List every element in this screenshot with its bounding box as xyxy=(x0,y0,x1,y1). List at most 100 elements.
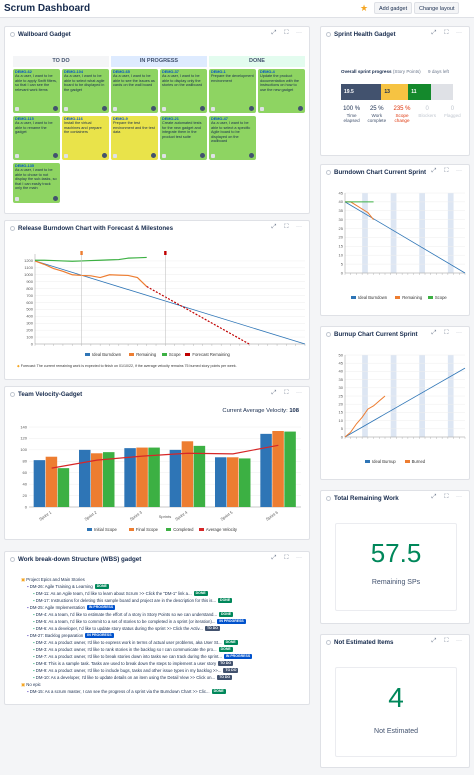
y-tick-label: 15 xyxy=(339,244,344,249)
gadget-color-dot[interactable] xyxy=(10,392,15,397)
legend-swatch xyxy=(351,296,356,300)
metric-label: Time elapsed xyxy=(343,112,360,124)
wallboard-card[interactable]: DEMO-9 Prepare the test environment and t… xyxy=(111,116,158,160)
avatar xyxy=(298,106,303,111)
gadget-controls[interactable]: ⤢ ⛶ ⋯ xyxy=(271,30,305,36)
wbs-row[interactable]: ▪ DM-4: As a team, I'd like to estimate … xyxy=(33,612,234,618)
gadget-color-dot[interactable] xyxy=(10,557,15,562)
wbs-row[interactable]: ▣ No epic xyxy=(21,682,41,688)
status-badge: TO DO xyxy=(223,668,239,674)
sprint-metric: 0 Blockers xyxy=(415,106,440,135)
gadget-header: Not Estimated Items ⤢ ⛶ ⋯ xyxy=(321,635,469,651)
y-tick-label: 30 xyxy=(339,217,344,222)
avatar xyxy=(151,106,156,111)
wallboard-card[interactable]: DEMO-37 As a user, I want to be able to d… xyxy=(160,69,207,113)
card-points xyxy=(113,107,117,111)
gadget-header: Sprint Health Gadget ⤢ ⛶ ⋯ xyxy=(321,27,469,43)
wallboard-card[interactable]: DEMO-104 As a user, I want to be able to … xyxy=(62,69,109,113)
progress-segment: 13 xyxy=(381,84,409,100)
legend-swatch xyxy=(395,296,401,300)
wbs-row[interactable]: ▪ DM-3: As a product owner, I'd like to … xyxy=(33,647,233,653)
bar-final-scope xyxy=(272,431,284,507)
gadget-color-dot[interactable] xyxy=(10,32,15,37)
wbs-row[interactable]: ▪ DM-7: As a product owner, I'd like to … xyxy=(33,654,253,660)
wbs-row[interactable]: ▪ DM-27: Backlog preparation IN PROGRESS xyxy=(27,633,114,639)
y-tick-label: 5 xyxy=(341,261,344,266)
gadget-title: Burndown Chart Current Sprint xyxy=(334,169,427,176)
card-key: DEMO-62 xyxy=(15,70,32,74)
wallboard-card[interactable]: DEMO-4 Update the product documentation w… xyxy=(258,69,305,113)
card-points xyxy=(113,154,117,158)
x-tick-label: Sprint 6 xyxy=(265,509,280,521)
wallboard-column-header: IN PROGRESS xyxy=(111,56,207,67)
gadget-controls[interactable]: ⤢ ⛶ ⋯ xyxy=(431,494,465,500)
legend-item: Forecast Remaining xyxy=(185,352,230,357)
add-gadget-button[interactable]: Add gadget xyxy=(374,2,413,14)
wbs-row[interactable]: ▪ DM-2: As a product owner, I'd like to … xyxy=(33,640,238,646)
wbs-row[interactable]: ▣ Project Epics and Main Stories xyxy=(21,577,85,583)
gadget-header: Team Velocity-Gadget ⤢ ⛶ ⋯ xyxy=(5,387,309,403)
wbs-row[interactable]: ▪ DM-6: As a developer, I'd like to upda… xyxy=(33,626,220,632)
gadget-controls[interactable]: ⤢ ⛶ ⋯ xyxy=(271,390,305,396)
wbs-item-text: DM-8: This is a sample task. Tasks are u… xyxy=(35,661,217,666)
card-points xyxy=(211,107,215,111)
wbs-row[interactable]: ▪ DM-9: As a product owner, I'd like to … xyxy=(33,668,239,674)
gadget-controls[interactable]: ⤢ ⛶ ⋯ xyxy=(431,330,465,336)
wallboard-card[interactable]: DEMO-62 As a user, I want to be able to a… xyxy=(13,69,60,113)
gadget-color-dot[interactable] xyxy=(326,170,331,175)
gadget-header: Burndown Chart Current Sprint ⤢ ⛶ ⋯ xyxy=(321,165,469,181)
x-tick-label: Sprint 5 xyxy=(219,509,234,521)
wbs-row[interactable]: ▪ DM-26: Agile Training & Learning DONE xyxy=(27,584,109,590)
wbs-item-text: DM-26: Agile Training & Learning xyxy=(29,584,93,589)
wbs-item-text: DM-3: As a product owner, I'd like to ra… xyxy=(35,647,217,652)
change-layout-button[interactable]: Change layout xyxy=(414,2,460,14)
gadget-controls[interactable]: ⤢ ⛶ ⋯ xyxy=(271,555,305,561)
wallboard-card[interactable]: DEMO-115 As a user, I want to be able to … xyxy=(13,116,60,160)
gadget-color-dot[interactable] xyxy=(326,332,331,337)
legend-label: Ideal Burndown xyxy=(92,352,122,357)
wbs-row[interactable]: ▪ DM-15: As a scrum master, I can see th… xyxy=(27,689,226,695)
wallboard-card[interactable]: DEMO-1 Prepare the development environmen… xyxy=(209,69,256,113)
gadget-controls[interactable]: ⤢ ⛶ ⋯ xyxy=(271,224,305,230)
bar-initial-scope xyxy=(215,457,227,507)
wbs-row[interactable]: ▪ DM-5: As a team, I'd like to commit to… xyxy=(33,619,246,625)
gadget-color-dot[interactable] xyxy=(10,226,15,231)
wallboard-card[interactable]: DEMO-21 Create automated tests for the ne… xyxy=(160,116,207,160)
wallboard-card[interactable]: DEMO-116 Install the virtual machines and… xyxy=(62,116,109,160)
legend-swatch xyxy=(85,353,90,357)
wbs-row[interactable]: ▪ DM-8: This is a sample task. Tasks are… xyxy=(33,661,234,667)
gadget-controls[interactable]: ⤢ ⛶ ⋯ xyxy=(431,168,465,174)
remaining-sp-label: Remaining SPs xyxy=(371,579,421,586)
gadget-title: Sprint Health Gadget xyxy=(334,31,396,38)
sprint-burndown-chart: 0 5 10 15 20 25 30 35 40 45 xyxy=(339,190,466,275)
wallboard-gadget: Wallboard Gadget ⤢ ⛶ ⋯ TO DO IN PROGRESS D… xyxy=(4,26,310,214)
x-tick-label: Sprint 2 xyxy=(83,509,98,521)
legend-label: Ideal Burndown xyxy=(358,295,388,300)
wbs-item-text: No epic xyxy=(26,682,41,687)
legend-item: Ideal Burnup xyxy=(365,459,396,464)
wallboard-card[interactable]: DEMO-135 As a user, I want to be able to … xyxy=(13,163,60,203)
gadget-color-dot[interactable] xyxy=(326,32,331,37)
gadget-controls[interactable]: ⤢ ⛶ ⋯ xyxy=(431,638,465,644)
legend-swatch xyxy=(161,353,167,357)
not-estimated-gadget: Not Estimated Items ⤢ ⛶ ⋯ 4 Not Estimate… xyxy=(320,634,470,768)
card-key: DEMO-9 xyxy=(113,117,128,121)
wbs-row[interactable]: ▪ DM-11: As an Agile team, I'd like to l… xyxy=(33,591,208,597)
x-tick-label: Sprint 4 xyxy=(174,509,189,521)
gadget-color-dot[interactable] xyxy=(326,496,331,501)
y-tick-label: 100 xyxy=(20,447,27,452)
wbs-row[interactable]: ▪ DM-17: Instructions for deleting this … xyxy=(33,598,233,604)
gadget-controls[interactable]: ⤢ ⛶ ⋯ xyxy=(431,30,465,36)
star-icon[interactable]: ★ xyxy=(360,3,369,13)
card-points xyxy=(64,107,68,111)
wallboard-card[interactable]: DEMO-47 As a user, I want to be able to s… xyxy=(209,116,256,160)
gadget-color-dot[interactable] xyxy=(326,640,331,645)
bar-initial-scope xyxy=(79,449,91,507)
avatar xyxy=(200,153,205,158)
wallboard-card[interactable]: DEMO-65 As a user, I want to be able to s… xyxy=(111,69,158,113)
y-tick-label: 30 xyxy=(339,385,344,390)
wbs-row[interactable]: ▪ DM-25: Agile Implementation IN PROGRESS xyxy=(27,605,116,611)
wbs-row[interactable]: ▪ DM-10: As a developer, I'd like to upd… xyxy=(33,675,233,681)
legend-item: Remaining xyxy=(129,352,156,357)
bar-final-scope xyxy=(181,441,194,507)
